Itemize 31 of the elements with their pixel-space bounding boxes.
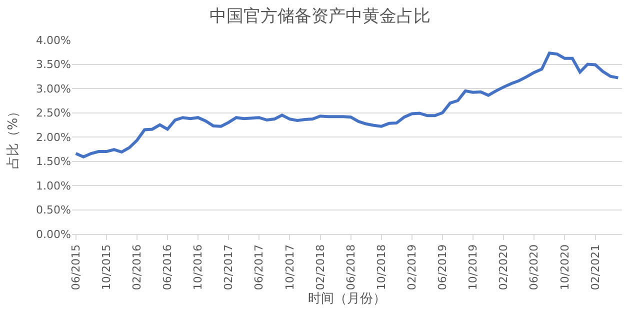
x-tick-label: 02/2017 — [222, 244, 236, 290]
y-tick-label: 3.50% — [36, 58, 71, 72]
y-axis-title: 占比（%） — [6, 104, 21, 170]
x-tick-label: 06/2018 — [344, 244, 358, 290]
x-tick-label: 02/2018 — [314, 244, 327, 290]
x-axis-title: 时间（月份） — [308, 292, 386, 307]
x-tick-label: 06/2019 — [436, 244, 450, 290]
y-tick-label: 0.00% — [36, 228, 71, 241]
line-series — [74, 52, 620, 158]
x-tick-label: 06/2017 — [252, 244, 266, 290]
y-tick-label: 0.50% — [36, 204, 71, 217]
x-tick-label: 02/2020 — [497, 244, 510, 290]
x-tick-label: 10/2018 — [374, 244, 388, 290]
x-tick-label: 10/2017 — [283, 244, 296, 290]
y-tick-label: 1.00% — [36, 179, 71, 192]
x-tick-label: 06/2015 — [69, 244, 82, 290]
x-tick-label: 10/2015 — [100, 244, 113, 290]
x-tick-label: 10/2020 — [558, 244, 572, 290]
x-tick-label: 02/2019 — [406, 244, 419, 290]
y-tick-label: 2.00% — [36, 130, 71, 144]
y-tick-label: 1.50% — [36, 155, 71, 168]
y-tick-label: 3.00% — [36, 82, 71, 96]
x-tick-label: 10/2016 — [192, 244, 205, 290]
x-tick-label: 06/2020 — [528, 244, 541, 290]
x-tick-label: 10/2019 — [466, 244, 480, 290]
y-tick-label: 4.00% — [36, 34, 71, 47]
x-tick-label: 06/2016 — [161, 244, 174, 290]
chart-title: 中国官方储备资产中黄金占比 — [210, 6, 430, 27]
x-tick-label: 02/2021 — [588, 244, 602, 290]
y-tick-label: 2.50% — [36, 106, 71, 120]
x-tick-label: 02/2016 — [130, 244, 144, 290]
